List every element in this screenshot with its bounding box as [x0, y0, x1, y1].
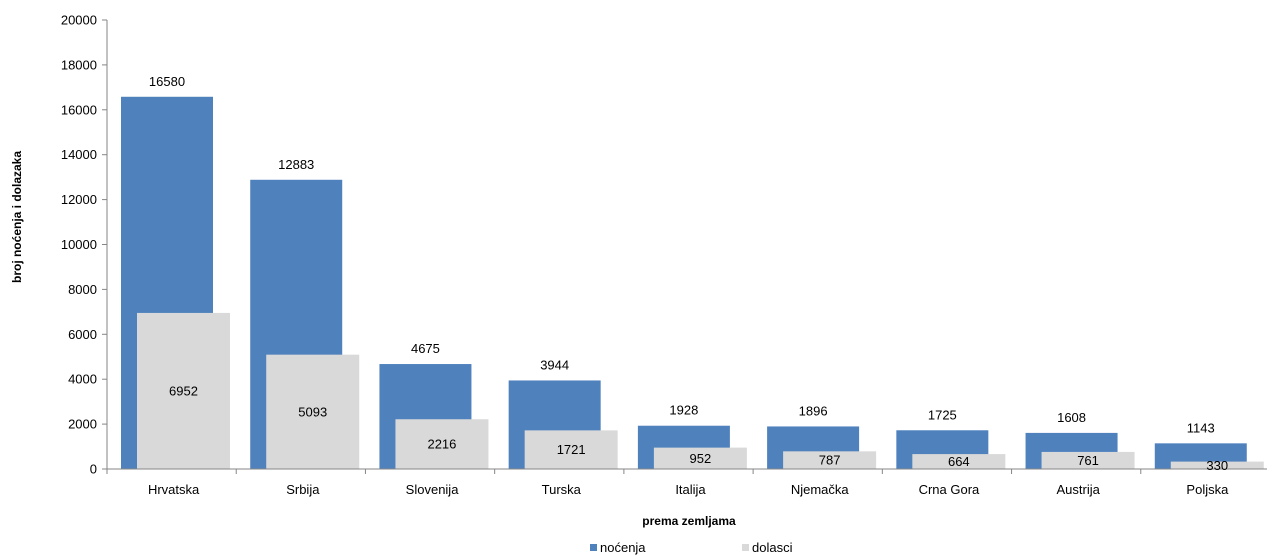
y-axis-title: broj noćenja i dolazaka — [10, 151, 24, 283]
data-label-dolasci: 664 — [948, 454, 970, 469]
data-label-nocenja: 1928 — [669, 403, 698, 418]
legend-swatch — [742, 544, 749, 551]
bar-dolasci — [1041, 451, 1135, 469]
x-tick-label: Poljska — [1186, 482, 1229, 497]
data-label-dolasci: 6952 — [169, 383, 198, 398]
x-tick-label: Njemačka — [791, 482, 850, 497]
bar-dolasci — [266, 354, 360, 469]
x-tick-label: Austrija — [1056, 482, 1100, 497]
bar-dolasci — [783, 451, 877, 469]
bar-dolasci — [524, 430, 618, 469]
data-label-dolasci: 1721 — [557, 442, 586, 457]
y-tick-label: 2000 — [68, 417, 97, 432]
data-label-nocenja: 1143 — [1187, 420, 1215, 435]
y-tick-label: 16000 — [61, 102, 97, 117]
y-tick-label: 10000 — [61, 237, 97, 252]
bar-dolasci — [395, 419, 489, 469]
y-tick-label: 20000 — [61, 13, 97, 28]
y-tick-label: 6000 — [68, 327, 97, 342]
axes — [106, 20, 1267, 470]
data-label-nocenja: 4675 — [411, 341, 440, 356]
legend-label: dolasci — [752, 540, 793, 555]
data-label-nocenja: 1725 — [928, 407, 957, 422]
x-tick-label: Crna Gora — [919, 482, 980, 497]
data-label-dolasci: 761 — [1077, 453, 1099, 468]
x-tick-label: Slovenija — [406, 482, 460, 497]
y-tick-label: 18000 — [61, 57, 97, 72]
y-tick-label: 4000 — [68, 372, 97, 387]
data-labels: 16580 6952 12883 5093 4675 2216 3944 1721 1928 95… — [149, 74, 1228, 473]
data-label-dolasci: 5093 — [298, 404, 327, 419]
legend-swatch — [590, 544, 597, 551]
x-tick-label: Italija — [675, 482, 706, 497]
y-tick-label: 14000 — [61, 147, 97, 162]
bar-dolasci — [137, 312, 230, 469]
bars — [121, 96, 1264, 470]
x-axis-ticks: Hrvatska Srbija Slovenija Turska Italija Njem… — [106, 469, 1229, 497]
data-label-nocenja: 12883 — [278, 157, 314, 172]
x-tick-label: Hrvatska — [148, 482, 200, 497]
data-label-nocenja: 1896 — [799, 403, 828, 418]
bar-dolasci — [653, 447, 747, 469]
legend-label: noćenja — [600, 540, 646, 555]
x-tick-label: Srbija — [286, 482, 320, 497]
x-tick-label: Turska — [542, 482, 582, 497]
data-label-dolasci: 952 — [690, 451, 712, 466]
data-label-dolasci: 330 — [1206, 458, 1228, 473]
data-label-nocenja: 3944 — [540, 357, 569, 372]
data-label-dolasci: 2216 — [427, 437, 456, 452]
bar-dolasci — [1170, 461, 1264, 469]
y-tick-label: 8000 — [68, 282, 97, 297]
data-label-dolasci: 787 — [819, 453, 841, 468]
bar-dolasci — [912, 454, 1006, 469]
data-label-nocenja: 16580 — [149, 74, 185, 89]
x-axis-title: prema zemljama — [642, 514, 736, 528]
legend: noćenja dolasci — [590, 540, 793, 555]
y-tick-label: 12000 — [61, 192, 97, 207]
data-label-nocenja: 1608 — [1057, 410, 1086, 425]
y-tick-label: 0 — [90, 462, 97, 477]
y-axis-ticks: 0 2000 4000 6000 8000 10000 12000 14000 16000 180… — [61, 13, 107, 477]
